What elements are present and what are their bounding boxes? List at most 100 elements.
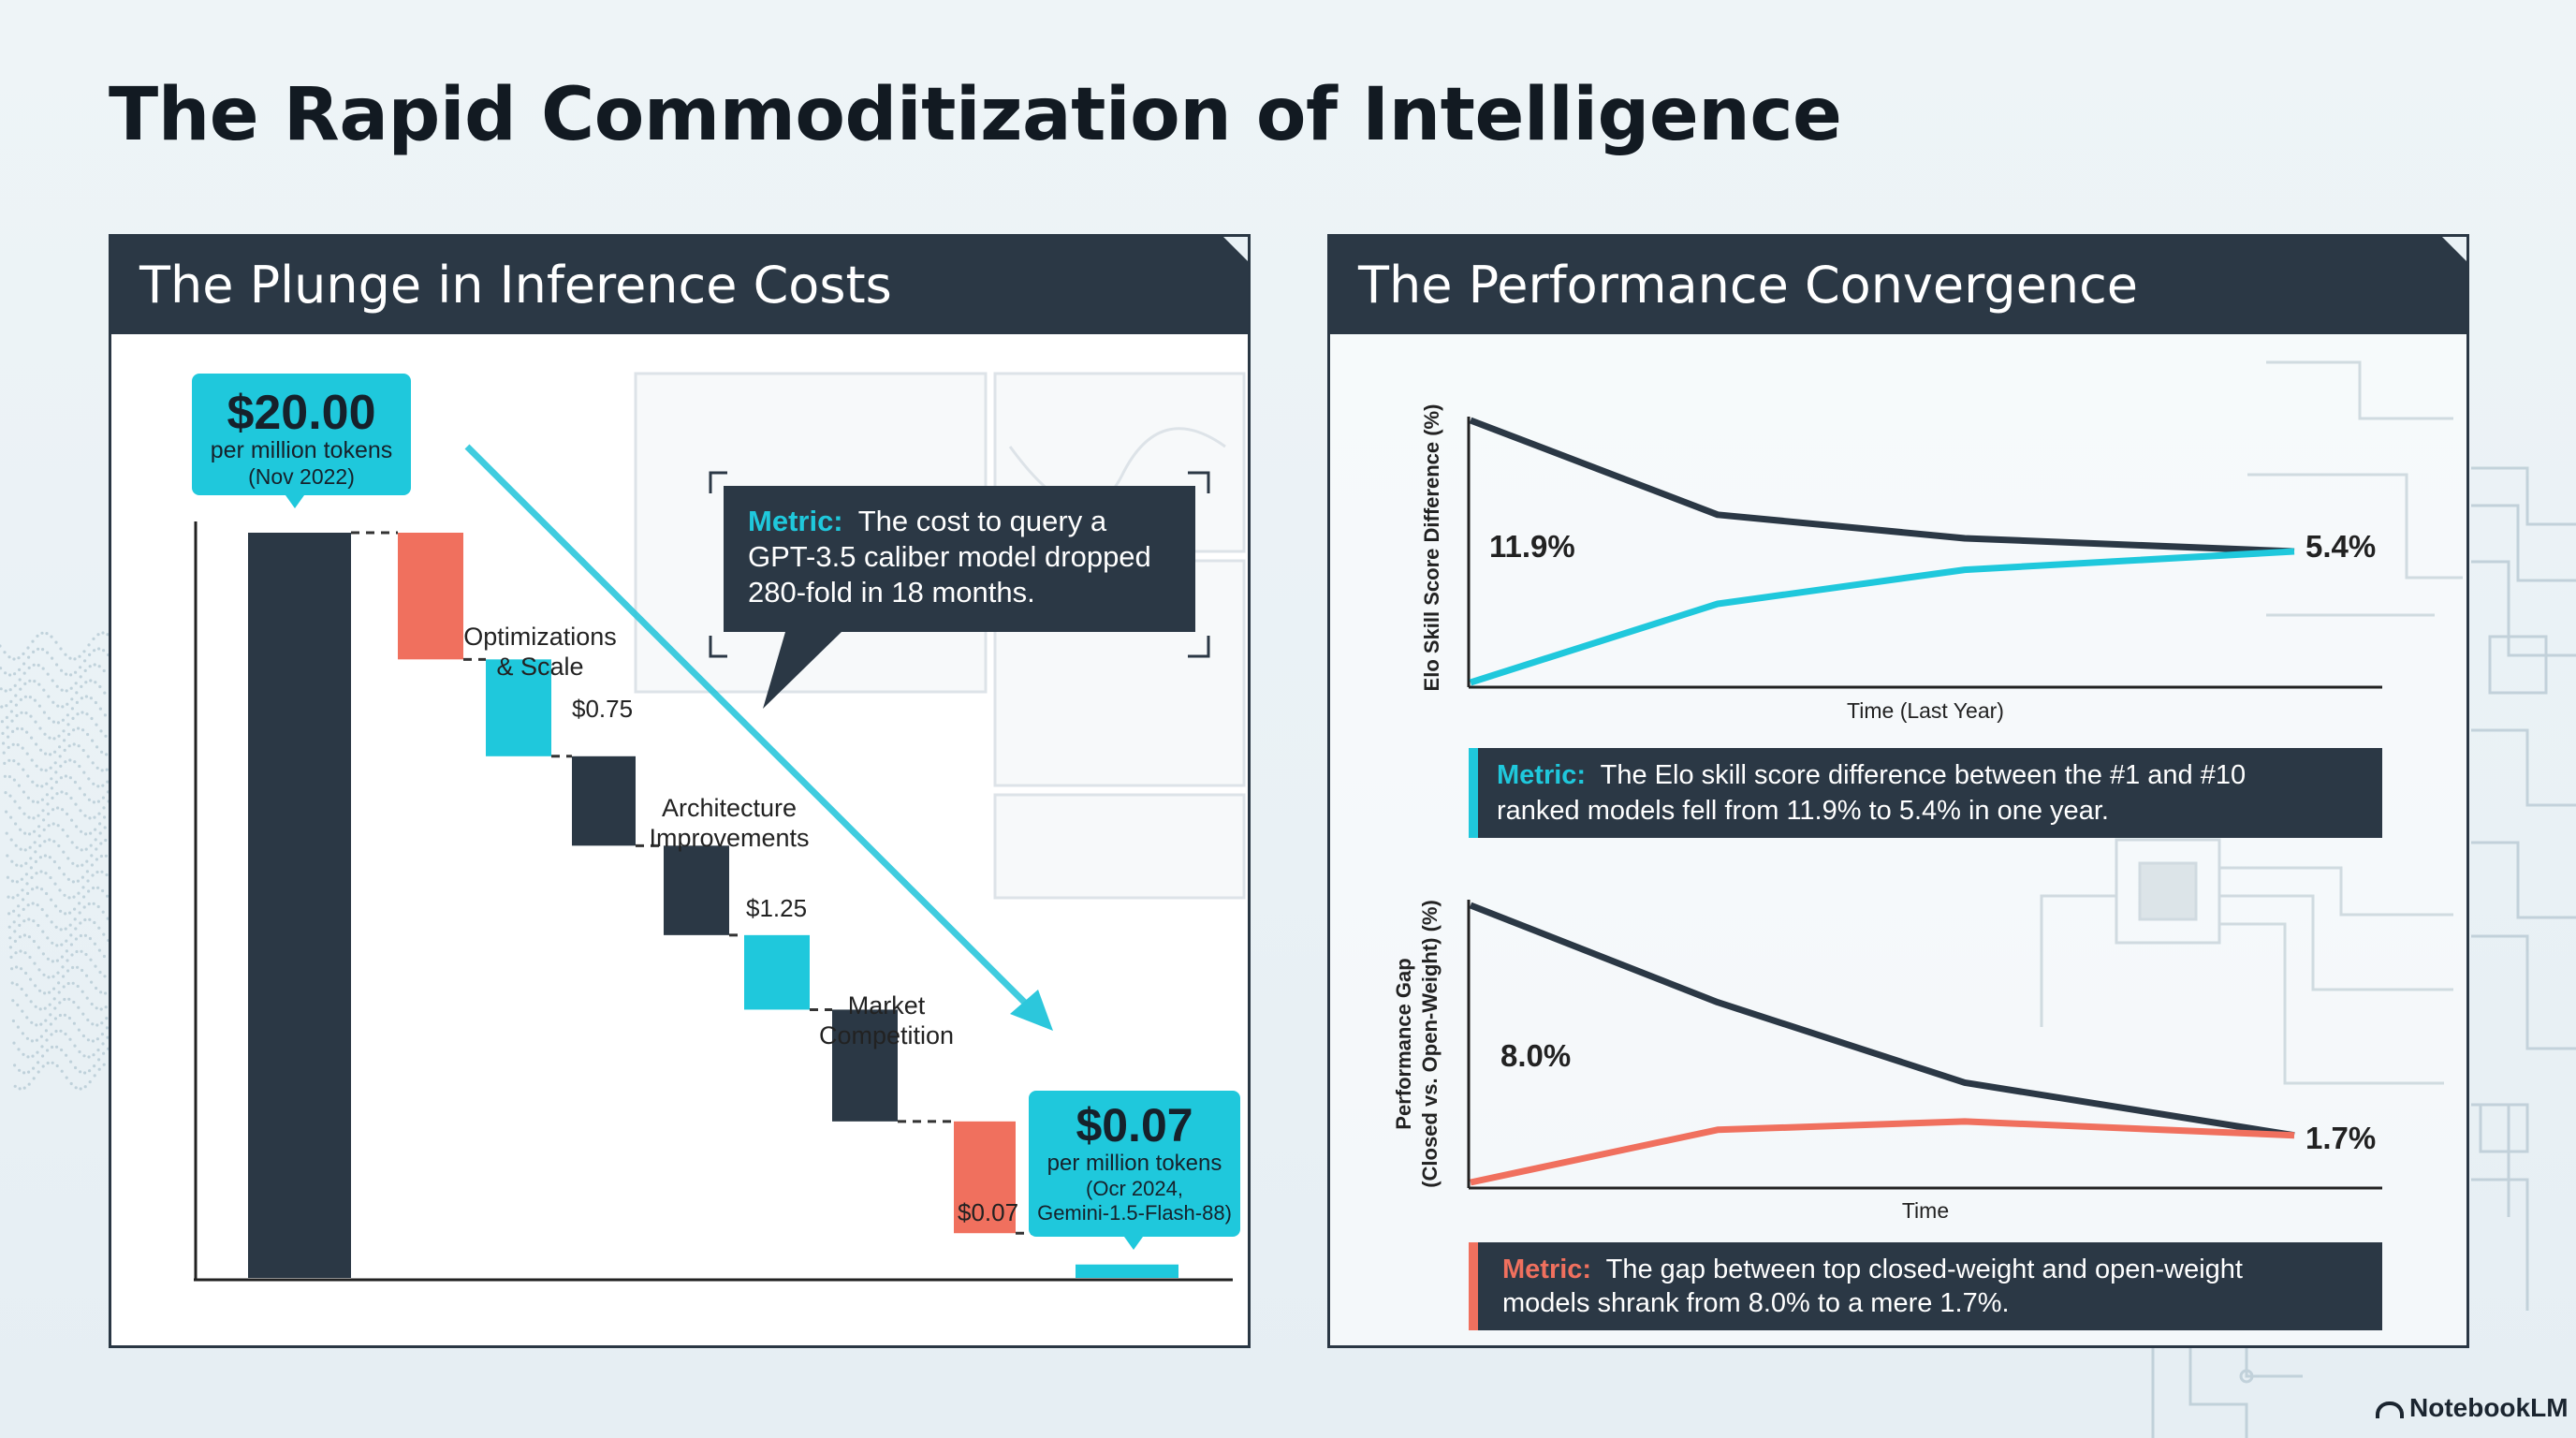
- dot-wave-dot: [81, 728, 85, 732]
- dot-wave-dot: [65, 949, 68, 953]
- dot-wave-dot: [26, 891, 30, 896]
- dot-wave-dot: [8, 946, 12, 949]
- waterfall-bar-5: [744, 934, 810, 1010]
- dot-wave-dot: [7, 655, 11, 659]
- chart1-start-label: 11.9%: [1489, 529, 1575, 564]
- dot-wave-dot: [77, 744, 80, 748]
- dot-wave-dot: [56, 704, 60, 708]
- dot-wave-dot: [87, 1055, 91, 1059]
- dot-wave-dot: [9, 699, 13, 704]
- dot-wave-dot: [105, 1017, 109, 1020]
- dot-wave-dot: [98, 822, 102, 826]
- dot-wave-dot: [35, 1038, 39, 1042]
- dot-wave-dot: [12, 920, 16, 924]
- dot-wave-dot: [106, 780, 110, 784]
- dot-wave-dot: [66, 857, 70, 860]
- dot-wave-dot: [96, 1049, 100, 1052]
- dot-wave-dot: [51, 656, 54, 660]
- dot-wave-dot: [97, 1058, 101, 1062]
- dot-wave-dot: [39, 748, 43, 752]
- dot-wave-dot: [22, 919, 26, 923]
- dot-wave-dot: [64, 653, 67, 656]
- dot-wave-dot: [22, 898, 25, 902]
- dot-wave-dot: [22, 652, 25, 656]
- dot-wave-dot: [24, 993, 28, 997]
- dot-wave-dot: [70, 697, 74, 701]
- dot-wave-dot: [27, 815, 31, 819]
- dot-wave-dot: [43, 991, 47, 995]
- dot-wave-dot: [38, 1007, 42, 1011]
- dot-wave-dot: [39, 870, 43, 873]
- dot-wave-dot: [92, 782, 95, 785]
- dot-wave-dot: [47, 716, 51, 720]
- dot-wave-dot: [55, 663, 59, 667]
- dot-wave-dot: [90, 980, 94, 984]
- cost-metric-line-1: The cost to query a: [858, 505, 1107, 537]
- dot-wave-dot: [53, 750, 57, 754]
- dot-wave-dot: [81, 1012, 85, 1016]
- dot-wave-dot: [55, 1064, 59, 1068]
- end-price-unit: per million tokens: [1047, 1151, 1222, 1176]
- dot-wave-dot: [9, 955, 13, 959]
- dot-wave-dot: [83, 659, 87, 663]
- dot-wave-dot: [85, 996, 89, 1000]
- dot-wave-dot: [93, 920, 96, 925]
- dot-wave-dot: [29, 857, 33, 860]
- dot-wave-dot: [65, 1053, 68, 1057]
- dot-wave-dot: [102, 1051, 106, 1055]
- dot-wave-dot: [17, 904, 21, 908]
- dot-wave-dot: [95, 766, 99, 770]
- dot-wave-dot: [98, 831, 102, 835]
- dot-wave-dot: [94, 700, 97, 705]
- dot-wave-dot: [105, 1026, 109, 1030]
- dot-wave-dot: [18, 668, 22, 672]
- dot-wave-dot: [55, 792, 59, 796]
- dot-wave-dot: [66, 812, 69, 816]
- dot-wave-dot: [57, 866, 61, 870]
- dot-wave-dot: [87, 798, 91, 801]
- dot-wave-dot: [69, 943, 73, 946]
- dot-wave-dot: [17, 656, 21, 660]
- dot-wave-dot: [90, 854, 94, 858]
- dot-wave-dot: [60, 688, 64, 692]
- dot-wave-dot: [22, 768, 25, 771]
- dot-wave-dot: [79, 1087, 82, 1091]
- dot-wave-dot: [49, 766, 52, 770]
- dot-wave-dot: [61, 965, 65, 969]
- dot-wave-dot: [54, 780, 59, 785]
- dot-wave-dot: [44, 1019, 48, 1022]
- dot-wave-dot: [45, 891, 49, 896]
- dot-wave-dot: [88, 816, 92, 820]
- dot-wave-dot: [20, 864, 23, 868]
- chart1-ylabel: Elo Skill Score Difference (%): [1420, 404, 1443, 692]
- chart2-ylabel-line-1: Performance Gap: [1392, 958, 1415, 1129]
- dot-wave-dot: [105, 753, 109, 756]
- dot-wave-dot: [22, 1052, 25, 1056]
- dot-wave-dot: [73, 760, 77, 764]
- dot-wave-dot: [55, 944, 59, 947]
- dot-wave-dot: [63, 748, 66, 753]
- dot-wave-dot: [31, 780, 35, 784]
- dot-wave-dot: [105, 768, 109, 771]
- dot-wave-dot: [76, 879, 80, 883]
- dot-wave-dot: [5, 715, 8, 720]
- dot-wave-dot: [34, 850, 37, 854]
- dot-wave-dot: [3, 774, 7, 778]
- dot-wave-dot: [64, 774, 67, 778]
- dot-wave-dot: [20, 967, 23, 971]
- dot-wave-dot: [41, 930, 45, 933]
- dot-wave-dot: [75, 825, 79, 829]
- dot-wave-dot: [104, 1005, 108, 1009]
- dot-wave-dot: [54, 640, 58, 644]
- dot-wave-dot: [59, 909, 63, 913]
- dot-wave-dot: [11, 1019, 15, 1023]
- dot-wave-dot: [79, 1070, 82, 1074]
- dot-wave-dot: [101, 910, 105, 914]
- dot-wave-dot: [65, 1076, 68, 1079]
- dot-wave-dot: [80, 863, 84, 867]
- dot-wave-dot: [5, 704, 8, 708]
- dot-wave-dot: [41, 667, 45, 670]
- annotation-architecture: Architecture: [662, 794, 797, 822]
- dot-wave-dot: [33, 698, 37, 702]
